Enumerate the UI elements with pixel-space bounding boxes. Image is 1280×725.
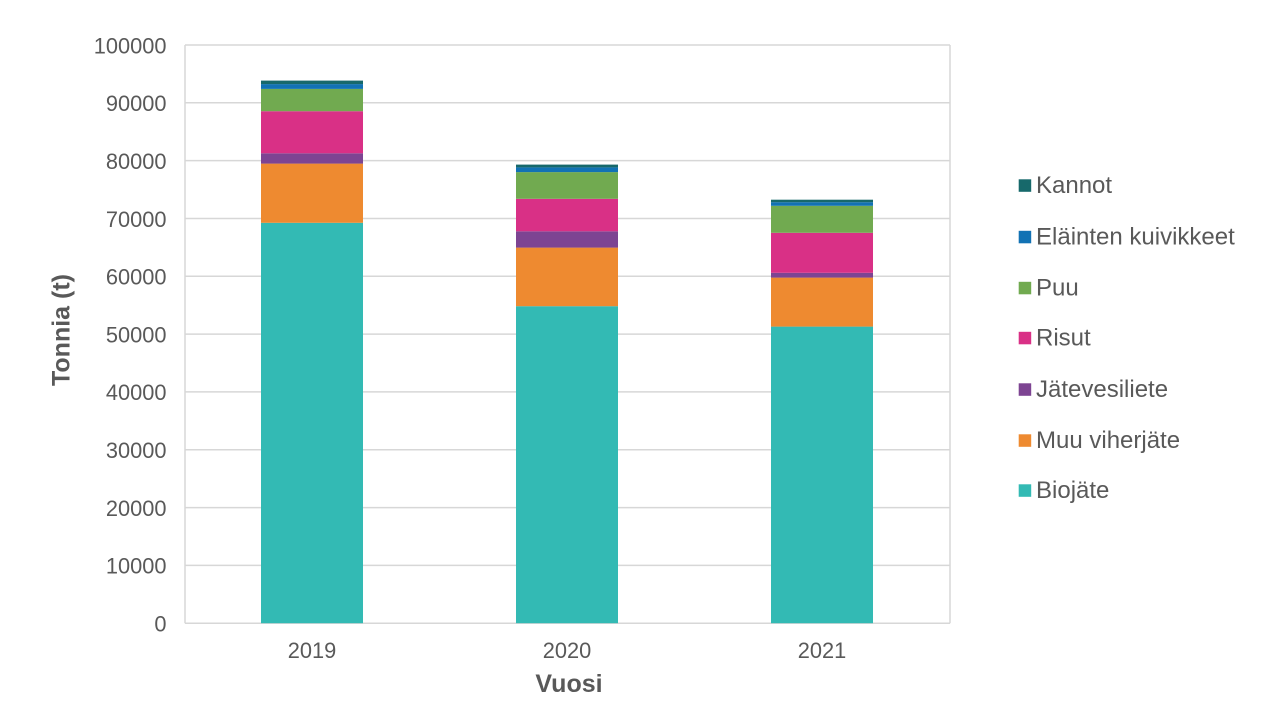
svg-text:2019: 2019 [288,638,337,663]
svg-text:40000: 40000 [106,380,167,405]
svg-text:70000: 70000 [106,207,167,232]
svg-text:Tonnia (t): Tonnia (t) [47,274,75,386]
svg-text:Biojäte: Biojäte [1036,477,1109,504]
svg-text:90000: 90000 [106,91,167,116]
svg-text:2021: 2021 [798,638,847,663]
svg-text:60000: 60000 [106,265,167,290]
svg-text:50000: 50000 [106,322,167,347]
svg-text:Kannot: Kannot [1036,172,1112,199]
svg-text:80000: 80000 [106,149,167,174]
svg-text:Puu: Puu [1036,274,1079,301]
svg-text:Risut: Risut [1036,324,1091,351]
svg-text:Eläinten kuivikkeet: Eläinten kuivikkeet [1036,223,1235,250]
svg-text:2020: 2020 [543,638,592,663]
svg-text:20000: 20000 [106,496,167,521]
svg-text:30000: 30000 [106,438,167,463]
svg-text:10000: 10000 [106,554,167,579]
svg-text:Vuosi: Vuosi [535,670,602,698]
svg-text:100000: 100000 [94,33,167,58]
svg-text:Jätevesiliete: Jätevesiliete [1036,376,1168,403]
svg-text:0: 0 [154,612,166,637]
svg-text:Muu viherjäte: Muu viherjäte [1036,427,1180,454]
